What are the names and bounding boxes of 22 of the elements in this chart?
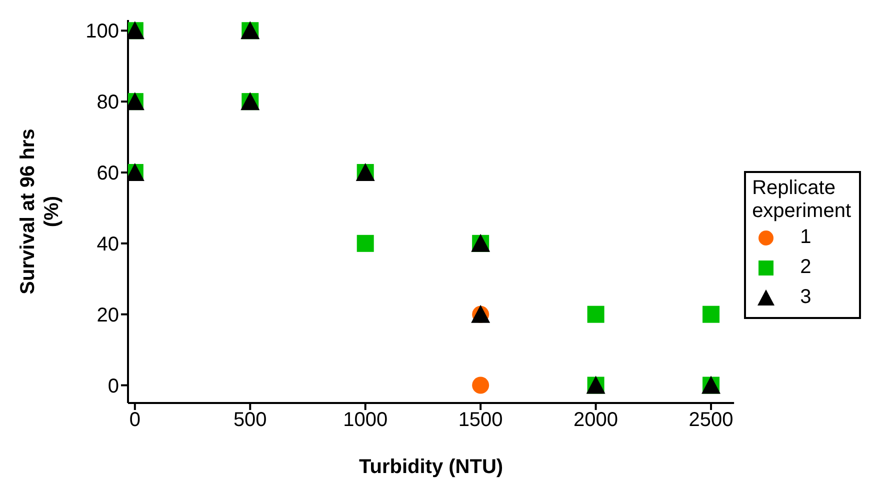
legend-label: 3 xyxy=(800,286,812,309)
y-tick-label: 100 xyxy=(86,20,119,43)
x-axis-title: Turbidity (NTU) xyxy=(359,456,504,478)
legend-label: 2 xyxy=(800,256,812,279)
legend-label: 1 xyxy=(800,226,812,249)
point xyxy=(472,376,490,394)
y-tick-label: 60 xyxy=(96,162,119,185)
y-tick-label: 40 xyxy=(96,234,119,256)
point xyxy=(587,306,604,323)
legend-title: Replicate experiment xyxy=(752,176,851,222)
x-tick-label: 2000 xyxy=(574,409,618,432)
point xyxy=(356,234,374,252)
x-tick-label: 2500 xyxy=(688,409,734,432)
x-tick-label: 1500 xyxy=(458,409,503,432)
y-tick-label: 20 xyxy=(96,304,119,326)
x-tick-label: 0 xyxy=(129,409,140,432)
y-axis-title: Survival at 96 hrs (%) xyxy=(17,128,63,294)
x-tick-label: 1000 xyxy=(343,409,388,432)
y-tick-label: 0 xyxy=(108,375,119,398)
point xyxy=(702,306,720,323)
x-tick-label: 500 xyxy=(233,409,267,432)
y-tick-label: 80 xyxy=(96,92,119,114)
